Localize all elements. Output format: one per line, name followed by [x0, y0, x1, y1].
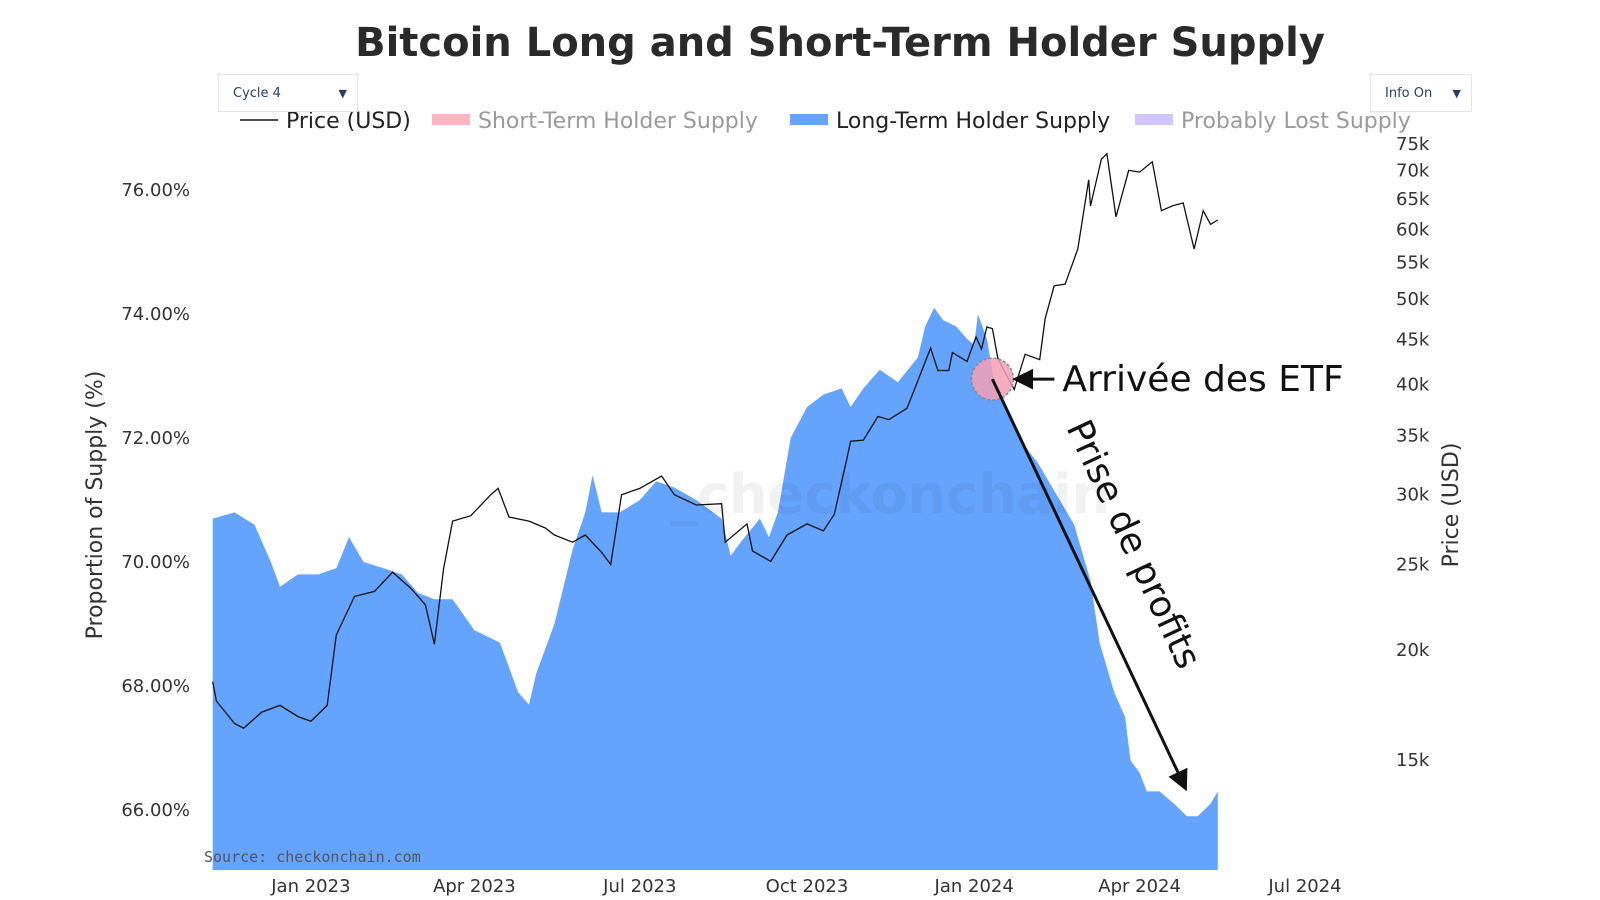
y-left-tick-label: 72.00% — [121, 428, 190, 449]
source-note: Source: checkonchain.com — [204, 848, 421, 866]
info-select[interactable]: Info On ▼ — [1370, 74, 1472, 112]
x-tick-label: Oct 2023 — [766, 876, 849, 897]
legend-item-label: Probably Lost Supply — [1181, 109, 1411, 134]
y-left-axis-title: Proportion of Supply (%) — [83, 371, 108, 640]
y-right-tick-label: 30k — [1396, 485, 1430, 506]
y-left-axis: 66.00% 68.00% 70.00% 72.00% 74.00% 76.00% — [121, 180, 190, 821]
x-axis: Jan 2023 Apr 2023 Jul 2023 Oct 2023 Jan 2024… — [270, 876, 1341, 897]
y-right-tick-label: 40k — [1396, 375, 1430, 396]
lth-supply-area — [212, 307, 1218, 870]
y-left-tick-label: 76.00% — [121, 180, 190, 201]
y-right-axis-title: Price (USD) — [1439, 443, 1464, 568]
x-tick-label: Apr 2024 — [1098, 876, 1181, 897]
chart-title: Bitcoin Long and Short-Term Holder Suppl… — [355, 20, 1325, 66]
cycle-select[interactable]: Cycle 4 ▼ — [218, 74, 358, 112]
y-left-tick-label: 70.00% — [121, 552, 190, 573]
cycle-select-value: Cycle 4 — [233, 85, 281, 101]
legend-swatch — [432, 114, 470, 125]
y-right-tick-label: 60k — [1396, 219, 1430, 240]
y-right-tick-label: 55k — [1396, 253, 1430, 274]
y-right-tick-label: 50k — [1396, 289, 1430, 310]
x-tick-label: Apr 2023 — [433, 876, 516, 897]
x-tick-label: Jan 2024 — [934, 876, 1014, 897]
y-left-tick-label: 74.00% — [121, 304, 190, 325]
plot-area: _checkonchain — [212, 152, 1219, 870]
y-right-tick-label: 75k — [1396, 134, 1430, 155]
legend: Price (USD) Short-Term Holder Supply Long-… — [240, 109, 1411, 134]
y-right-tick-label: 65k — [1396, 189, 1430, 210]
price-line — [212, 152, 1219, 729]
y-right-axis: 15k 20k 25k 30k 35k 40k 45k 50k 55k 60k 65k 70k 75k — [1396, 134, 1430, 771]
y-right-tick-label: 35k — [1396, 426, 1430, 447]
x-tick-label: Jan 2023 — [270, 876, 350, 897]
x-tick-label: Jul 2024 — [1267, 876, 1341, 897]
legend-swatch — [1135, 114, 1173, 125]
legend-item-label: Short-Term Holder Supply — [478, 109, 758, 134]
y-left-tick-label: 66.00% — [121, 800, 190, 821]
legend-swatch — [790, 114, 828, 125]
y-left-tick-label: 68.00% — [121, 676, 190, 697]
y-right-tick-label: 20k — [1396, 640, 1430, 661]
etf-annotation-label: Arrivée des ETF — [1062, 359, 1343, 400]
x-tick-label: Jul 2023 — [602, 876, 676, 897]
chevron-down-icon: ▼ — [1452, 86, 1461, 100]
watermark: _checkonchain — [670, 463, 1110, 526]
y-right-tick-label: 70k — [1396, 160, 1430, 181]
legend-item-label: Long-Term Holder Supply — [836, 109, 1110, 134]
y-right-tick-label: 25k — [1396, 555, 1430, 576]
legend-item-label: Price (USD) — [286, 109, 411, 134]
y-right-tick-label: 45k — [1396, 330, 1430, 351]
chevron-down-icon: ▼ — [338, 86, 347, 100]
info-select-value: Info On — [1385, 85, 1433, 101]
y-right-tick-label: 15k — [1396, 750, 1430, 771]
profit-taking-arrow — [991, 378, 1188, 792]
etf-marker — [970, 357, 1015, 401]
